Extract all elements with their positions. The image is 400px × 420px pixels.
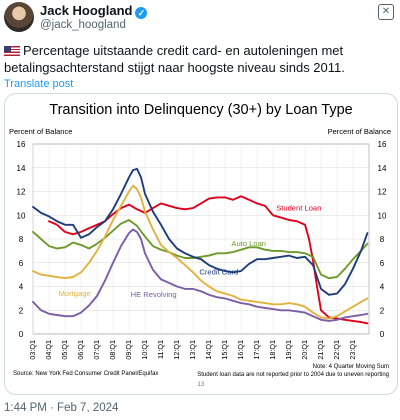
check-badge-icon: ✓ (135, 7, 148, 19)
y-tick-right: 12 (378, 188, 387, 197)
x-tick-label: 15:Q1 (220, 340, 229, 360)
media-card[interactable]: Transition into Delinquency (30+) by Loa… (4, 93, 398, 395)
y-axis-label-left: Percent of Balance (9, 127, 72, 136)
y-tick-left: 12 (17, 188, 26, 197)
x-tick-label: 05:Q1 (60, 340, 69, 360)
series-label: HE Revolving (131, 290, 177, 299)
y-axis-label-right: Percent of Balance (328, 127, 391, 136)
x-tick-label: 14:Q1 (204, 340, 213, 360)
series-label: Auto Loan (231, 239, 266, 248)
y-tick-left: 4 (19, 283, 24, 292)
series-line-credit-card (32, 167, 369, 296)
y-tick-right: 10 (378, 211, 387, 220)
x-tick-label: 22:Q1 (332, 340, 341, 360)
x-tick-label: 12:Q1 (172, 340, 181, 360)
y-tick-right: 4 (380, 283, 385, 292)
y-tick-left: 16 (17, 140, 26, 149)
tweet-timestamp[interactable]: 1:44 PM · Feb 7, 2024 (4, 402, 119, 414)
x-tick-label: 17:Q1 (252, 340, 261, 360)
series-label: Credit Card (199, 268, 238, 277)
x-tick-label: 16:Q1 (236, 340, 245, 360)
x-tick-label: 04:Q1 (44, 340, 53, 360)
x-tick-label: 19:Q1 (284, 340, 293, 360)
series-line-he-revolving (32, 228, 369, 322)
avatar[interactable] (4, 2, 34, 32)
series-line-auto-loan (32, 219, 369, 280)
x-tick-label: 23:Q1 (348, 340, 357, 360)
y-tick-right: 16 (378, 140, 387, 149)
x-tick-label: 10:Q1 (140, 340, 149, 360)
y-tick-right: 2 (380, 306, 385, 315)
y-tick-left: 10 (17, 211, 26, 220)
chart-note-2: Student loan data are not reported prior… (197, 372, 389, 378)
series-label: Mortgage (59, 289, 91, 298)
y-tick-left: 8 (19, 235, 24, 244)
x-tick-label: 03:Q1 (28, 340, 37, 360)
x-tick-label: 18:Q1 (268, 340, 277, 360)
x-tick-label: 11:Q1 (156, 340, 165, 359)
y-tick-left: 2 (19, 306, 24, 315)
chart-note-1: Note: 4 Quarter Moving Sum (313, 364, 389, 370)
x-tick-label: 21:Q1 (316, 340, 325, 360)
chart-title: Transition into Delinquency (30+) by Loa… (49, 102, 352, 118)
y-tick-left: 6 (19, 259, 24, 268)
x-tick-label: 20:Q1 (300, 340, 309, 360)
display-name[interactable]: Jack Hoogland (40, 3, 133, 18)
y-tick-right: 14 (378, 164, 387, 173)
x-tick-label: 13:Q1 (188, 340, 197, 360)
x-tick-label: 07:Q1 (92, 340, 101, 360)
author-name[interactable]: Jack Hoogland ✓ (40, 3, 148, 19)
series-label: Student Loan (276, 204, 321, 213)
us-flag-icon (4, 46, 20, 56)
x-tick-label: 06:Q1 (76, 340, 85, 360)
close-icon[interactable]: ✕ (378, 4, 394, 20)
tick-labels: 0 0 2 2 4 4 6 6 8 8 10 10 12 12 14 14 16 16 03:Q1 04:Q1 05:Q… (17, 140, 387, 360)
delinquency-chart: Transition into Delinquency (30+) by Loa… (9, 102, 391, 388)
page-number: 13 (198, 382, 205, 388)
tweet-text: Percentage uitstaande credit card- en au… (4, 42, 394, 76)
y-tick-right: 8 (380, 235, 385, 244)
series-line-mortgage (32, 184, 369, 320)
x-tick-label: 09:Q1 (124, 340, 133, 360)
y-tick-left: 0 (19, 330, 24, 339)
y-tick-left: 14 (17, 164, 26, 173)
tweet-body: Percentage uitstaande credit card- en au… (4, 43, 345, 75)
author-handle[interactable]: @jack_hoogland (40, 19, 126, 31)
y-tick-right: 0 (380, 330, 385, 339)
translate-post-link[interactable]: Translate post (4, 78, 74, 90)
grid-layer (32, 143, 370, 335)
y-tick-right: 6 (380, 259, 385, 268)
x-tick-label: 08:Q1 (108, 340, 117, 360)
chart-source: Source: New York Fed Consumer Credit Pan… (13, 371, 158, 377)
series-layer (32, 167, 369, 325)
series-labels: Student Loan Auto Loan Credit Card Mortgage… (59, 204, 322, 300)
